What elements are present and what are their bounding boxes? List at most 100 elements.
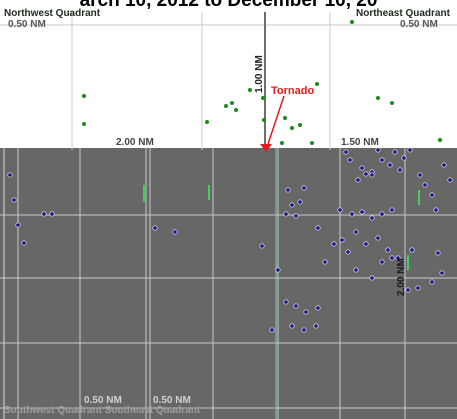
south-report-point bbox=[301, 327, 307, 333]
south-report-point bbox=[429, 279, 435, 285]
south-report-point bbox=[359, 209, 365, 215]
south-report-point bbox=[349, 211, 355, 217]
south-report-point bbox=[269, 327, 275, 333]
south-report-point bbox=[259, 243, 265, 249]
north-report-point bbox=[224, 104, 228, 108]
south-report-point bbox=[301, 185, 307, 191]
north-report-point bbox=[261, 96, 265, 100]
southwest-radius-label-b: 0.50 NM bbox=[153, 395, 191, 406]
south-report-point bbox=[379, 259, 385, 265]
south-report-point bbox=[303, 309, 309, 315]
south-report-point bbox=[395, 255, 401, 261]
south-report-point bbox=[152, 225, 158, 231]
north-1nm-label: 1.00 NM bbox=[254, 55, 265, 93]
south-report-point bbox=[315, 305, 321, 311]
tornado-marker-icon bbox=[260, 144, 272, 152]
southeast-quadrant-label: Southeast Quadrant bbox=[104, 405, 201, 416]
south-report-point bbox=[353, 267, 359, 273]
south-report-point bbox=[409, 247, 415, 253]
north-report-point bbox=[390, 101, 394, 105]
northwest-radius-label: 0.50 NM bbox=[8, 19, 46, 30]
south-report-point bbox=[422, 182, 428, 188]
south-report-point bbox=[297, 199, 303, 205]
east-1-5nm-label: 1.50 NM bbox=[341, 137, 379, 148]
tornado-label: Tornado bbox=[271, 85, 315, 97]
south-report-point bbox=[343, 149, 349, 155]
south-report-point bbox=[387, 162, 393, 168]
north-report-point bbox=[248, 88, 252, 92]
northeast-quadrant-label: Northeast Quadrant bbox=[356, 8, 450, 19]
north-report-point bbox=[350, 20, 354, 24]
south-report-point bbox=[275, 267, 281, 273]
south-report-point bbox=[429, 192, 435, 198]
north-grid-lines bbox=[0, 12, 457, 150]
south-report-point bbox=[7, 172, 13, 178]
south-report-point bbox=[331, 241, 337, 247]
south-report-point bbox=[289, 323, 295, 329]
north-report-point bbox=[205, 120, 209, 124]
north-report-point bbox=[315, 82, 319, 86]
south-report-point bbox=[293, 213, 299, 219]
south-report-point bbox=[401, 155, 407, 161]
south-report-point bbox=[439, 270, 445, 276]
south-report-point bbox=[415, 285, 421, 291]
south-report-point bbox=[407, 147, 413, 153]
south-grid-lines bbox=[0, 148, 457, 419]
south-report-point bbox=[385, 247, 391, 253]
south-report-point bbox=[405, 287, 411, 293]
map-title: arch 10, 2012 to December 10, 20 bbox=[79, 0, 378, 11]
northwest-quadrant-label: Northwest Quadrant bbox=[4, 8, 101, 19]
north-report-point bbox=[234, 108, 238, 112]
southwest-quadrant-label: Southwest Quadrant bbox=[4, 405, 102, 416]
south-report-point bbox=[369, 275, 375, 281]
south-report-point bbox=[315, 225, 321, 231]
south-report-point bbox=[375, 147, 381, 153]
northeast-radius-label: 0.50 NM bbox=[400, 19, 438, 30]
south-report-point bbox=[363, 241, 369, 247]
south-report-point bbox=[293, 303, 299, 309]
west-2nm-label: 2.00 NM bbox=[116, 137, 154, 148]
south-report-point bbox=[389, 255, 395, 261]
south-report-point bbox=[435, 250, 441, 256]
north-report-point bbox=[290, 126, 294, 130]
north-report-point bbox=[376, 96, 380, 100]
south-report-point bbox=[322, 259, 328, 265]
south-quadrant-labels: Southwest Quadrant Southeast Quadrant bbox=[4, 405, 200, 416]
south-report-point bbox=[379, 157, 385, 163]
south-report-point bbox=[313, 323, 319, 329]
north-report-point bbox=[280, 141, 284, 145]
north-report-point bbox=[82, 122, 86, 126]
south-report-point bbox=[355, 177, 361, 183]
south-report-point bbox=[359, 165, 365, 171]
south-report-point bbox=[339, 237, 345, 243]
south-points-layer bbox=[7, 147, 453, 333]
south-report-point bbox=[347, 157, 353, 163]
east-2nm-vertical-label: 2.00 NM bbox=[396, 258, 407, 296]
south-report-point bbox=[41, 211, 47, 217]
tornado-pointer-line bbox=[267, 95, 285, 145]
south-report-point bbox=[392, 149, 398, 155]
south-report-point bbox=[375, 235, 381, 241]
south-report-point bbox=[337, 207, 343, 213]
south-report-point bbox=[283, 299, 289, 305]
south-half-panel bbox=[0, 148, 457, 419]
south-report-point bbox=[397, 167, 403, 173]
south-report-point bbox=[417, 172, 423, 178]
south-report-point bbox=[441, 162, 447, 168]
south-report-point bbox=[447, 177, 453, 183]
south-report-point bbox=[363, 171, 369, 177]
south-green-ticks bbox=[143, 185, 420, 270]
south-report-point bbox=[21, 240, 27, 246]
south-report-point bbox=[283, 211, 289, 217]
south-report-point bbox=[172, 229, 178, 235]
north-half-panel bbox=[0, 12, 457, 150]
north-report-point bbox=[438, 138, 442, 142]
south-report-point bbox=[15, 222, 21, 228]
south-report-point bbox=[289, 202, 295, 208]
north-report-point bbox=[230, 101, 234, 105]
south-report-point bbox=[369, 172, 375, 178]
north-report-point bbox=[298, 123, 302, 127]
south-report-point bbox=[433, 207, 439, 213]
north-report-point bbox=[82, 94, 86, 98]
